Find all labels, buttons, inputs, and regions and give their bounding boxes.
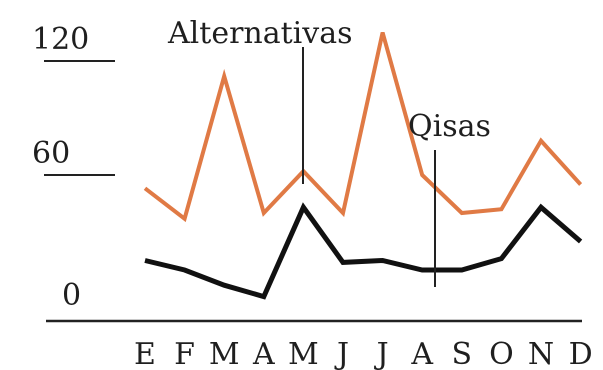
y-ticks: 120 60 0: [32, 22, 115, 313]
x-tick-label-9: O: [489, 337, 514, 370]
x-tick-label-5: J: [334, 337, 349, 370]
annotation-label-0: Alternativas: [167, 16, 353, 51]
x-tick-label-10: N: [528, 337, 554, 370]
y-tick-label-1: 60: [32, 136, 70, 171]
series-line-0: [143, 31, 583, 223]
x-tick-label-7: A: [410, 337, 433, 370]
annotations: Alternativas Qisas: [167, 16, 491, 287]
x-tick-label-0: E: [134, 337, 156, 370]
annotation-label-1: Qisas: [408, 109, 491, 144]
series-lines: [143, 31, 583, 300]
x-tick-label-6: J: [374, 337, 389, 370]
series-line-1: [144, 202, 583, 300]
x-tick-label-4: M: [288, 337, 319, 370]
y-tick-label-2: 0: [62, 278, 81, 313]
x-tick-label-11: D: [569, 337, 593, 370]
x-tick-label-1: F: [174, 337, 195, 370]
x-tick-label-3: A: [252, 337, 275, 370]
x-tick-label-8: S: [452, 337, 473, 370]
y-tick-label-0: 120: [32, 22, 89, 57]
x-tick-label-2: M: [209, 337, 240, 370]
